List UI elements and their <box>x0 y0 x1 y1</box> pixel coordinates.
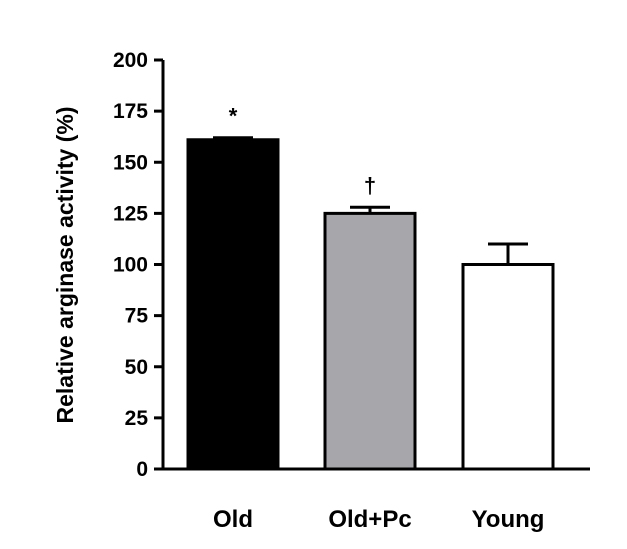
y-tick-label: 175 <box>113 100 148 123</box>
y-tick-label: 50 <box>125 356 148 379</box>
significance-marker: * <box>229 104 238 129</box>
y-tick-label: 75 <box>125 305 149 328</box>
x-category-label: Old <box>213 506 253 533</box>
y-tick-label: 125 <box>113 202 148 225</box>
bar-old <box>186 138 280 471</box>
bars <box>186 136 555 471</box>
y-tick-label: 100 <box>113 254 148 277</box>
bar-old-pc <box>323 211 417 471</box>
y-tick-label: 0 <box>136 458 148 481</box>
y-tick-label: 150 <box>113 151 148 174</box>
y-tick-label: 25 <box>125 407 149 430</box>
x-category-label: Old+Pc <box>328 506 411 533</box>
y-tick-label: 200 <box>113 49 148 72</box>
y-axis-title: Relative arginase activity (%) <box>52 106 78 423</box>
x-category-label: Young <box>472 506 545 533</box>
labels: 0 25 50 75 100 125 150 175 200 * Old † Old+Pc Young <box>113 49 544 533</box>
significance-marker: † <box>364 173 376 198</box>
bar-young <box>461 263 555 471</box>
